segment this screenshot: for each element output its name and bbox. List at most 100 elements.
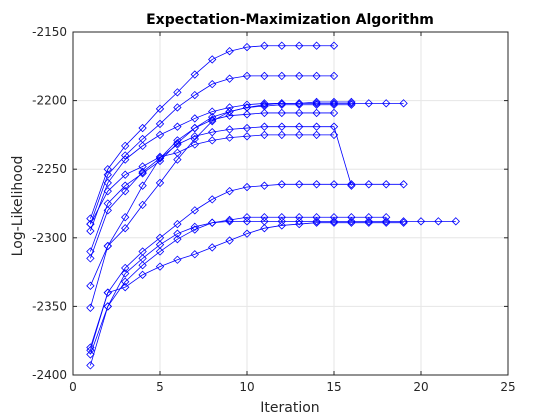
x-tick-label: 25 xyxy=(500,380,515,394)
data-point-marker xyxy=(312,41,321,50)
data-point-marker xyxy=(364,180,373,189)
series-5 xyxy=(86,108,339,263)
series-line xyxy=(90,101,352,286)
chart-title: Expectation-Maximization Algorithm xyxy=(146,12,434,28)
data-point-marker xyxy=(103,241,112,251)
data-point-marker xyxy=(277,122,286,131)
data-point-marker xyxy=(190,140,199,149)
data-point-marker xyxy=(382,218,391,227)
data-point-marker xyxy=(295,219,304,229)
data-point-marker xyxy=(312,71,321,81)
data-point-marker xyxy=(225,215,234,225)
data-point-marker xyxy=(208,117,217,126)
data-point-marker xyxy=(121,224,130,233)
data-point-marker xyxy=(312,97,321,107)
data-point-marker xyxy=(295,99,304,108)
data-point-marker xyxy=(277,41,286,50)
data-point-marker xyxy=(277,221,286,230)
data-point-marker xyxy=(121,277,130,286)
data-point-marker xyxy=(173,229,182,238)
data-point-marker xyxy=(208,218,217,227)
data-point-marker xyxy=(242,103,252,112)
data-point-marker xyxy=(260,41,269,50)
series-line xyxy=(90,216,387,366)
series-12 xyxy=(86,218,408,355)
data-point-marker xyxy=(347,97,356,107)
data-point-marker xyxy=(242,42,252,52)
data-point-marker xyxy=(155,262,165,271)
data-point-marker xyxy=(277,99,286,108)
data-point-marker xyxy=(190,222,199,231)
x-tick-label: 0 xyxy=(69,380,77,394)
data-point-marker xyxy=(329,41,339,50)
data-point-marker xyxy=(86,226,95,236)
data-point-marker xyxy=(329,122,339,131)
data-point-marker xyxy=(208,195,217,204)
data-point-marker xyxy=(173,155,182,164)
series-line xyxy=(90,45,334,219)
data-point-marker xyxy=(173,235,182,244)
data-point-marker xyxy=(329,97,339,107)
series-line xyxy=(90,134,334,225)
x-axis-label: Iteration xyxy=(260,400,319,416)
data-point-marker xyxy=(208,243,217,252)
data-point-marker xyxy=(242,182,252,192)
data-point-marker xyxy=(173,219,182,229)
data-point-marker xyxy=(86,303,95,312)
data-point-marker xyxy=(312,213,321,222)
data-point-marker xyxy=(138,261,147,270)
data-point-marker xyxy=(260,71,269,81)
data-point-marker xyxy=(103,206,112,215)
data-point-marker xyxy=(277,130,286,140)
series-line xyxy=(90,222,404,351)
data-point-marker xyxy=(451,217,460,226)
data-point-marker xyxy=(329,217,339,226)
x-tick-label: 5 xyxy=(156,380,164,394)
data-point-marker xyxy=(208,136,217,145)
series-2 xyxy=(86,71,339,229)
data-point-marker xyxy=(295,217,304,226)
x-tick-label: 20 xyxy=(413,380,428,394)
data-point-marker xyxy=(86,346,95,355)
data-point-marker xyxy=(121,155,130,164)
data-point-marker xyxy=(155,154,165,163)
data-point-marker xyxy=(312,130,321,140)
data-point-marker xyxy=(173,103,182,112)
data-point-marker xyxy=(208,55,217,64)
data-point-marker xyxy=(242,110,252,119)
data-point-marker xyxy=(364,99,373,108)
data-point-marker xyxy=(364,218,373,227)
data-point-marker xyxy=(225,47,234,56)
data-point-marker xyxy=(399,99,408,108)
data-point-marker xyxy=(121,181,130,190)
y-axis-label: Log-Likelihood xyxy=(10,156,26,257)
data-point-marker xyxy=(86,350,95,359)
data-point-marker xyxy=(138,270,147,280)
data-point-marker xyxy=(138,141,147,151)
data-point-marker xyxy=(329,213,339,222)
data-point-marker xyxy=(208,115,217,124)
data-point-marker xyxy=(190,90,199,100)
data-point-marker xyxy=(329,218,339,227)
data-point-marker xyxy=(86,254,95,263)
data-point-marker xyxy=(208,107,217,116)
data-point-marker xyxy=(103,165,112,174)
series-9 xyxy=(86,122,356,312)
data-point-marker xyxy=(242,132,252,141)
data-point-marker xyxy=(295,122,304,131)
data-point-marker xyxy=(86,219,95,229)
data-point-marker xyxy=(208,112,217,122)
y-tick-label: -2250 xyxy=(32,162,67,176)
data-point-marker xyxy=(225,186,234,196)
data-point-marker xyxy=(347,181,356,190)
data-point-marker xyxy=(173,88,182,97)
data-point-marker xyxy=(242,229,252,238)
x-tick-label: 10 xyxy=(239,380,254,394)
y-tick-label: -2300 xyxy=(32,231,67,245)
data-point-marker xyxy=(121,263,130,273)
axes: 0 5 10 15 20 25 -2400 -2350 -2300 -2250 -2200 -2150 xyxy=(32,25,516,394)
data-point-marker xyxy=(260,122,269,131)
data-point-marker xyxy=(225,125,234,134)
data-point-marker xyxy=(312,108,321,118)
